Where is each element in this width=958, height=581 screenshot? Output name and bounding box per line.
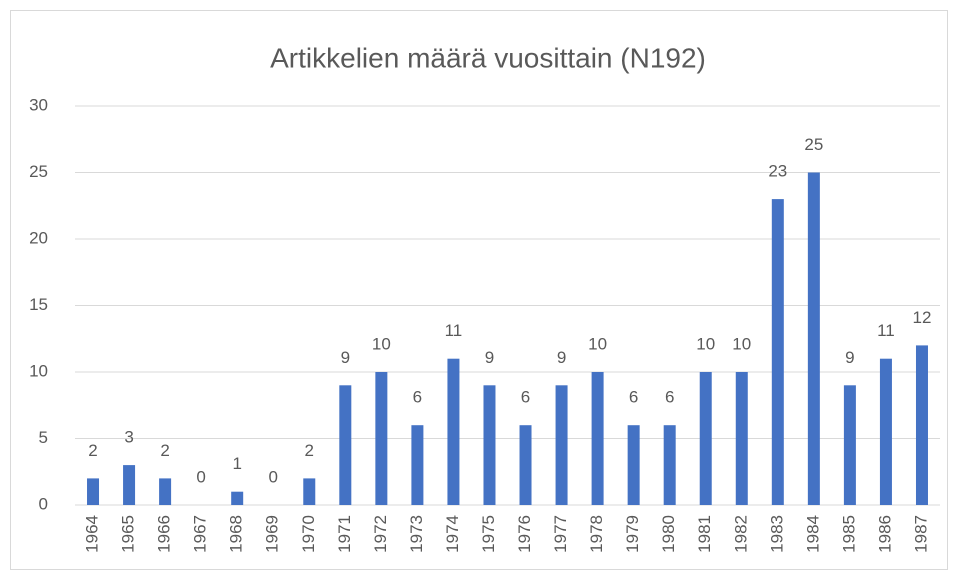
data-label: 12 — [913, 308, 932, 327]
x-tick-label: 1979 — [623, 515, 642, 553]
data-label: 6 — [521, 388, 530, 407]
x-tick-label: 1982 — [731, 515, 750, 553]
x-tick-label: 1965 — [119, 515, 138, 553]
data-label: 9 — [341, 348, 350, 367]
x-tick-label: 1986 — [875, 515, 894, 553]
x-tick-label: 1983 — [767, 515, 786, 553]
data-label: 2 — [160, 441, 169, 460]
x-tick-label: 1974 — [443, 515, 462, 553]
bar — [159, 478, 172, 505]
x-tick-label: 1967 — [191, 515, 210, 553]
data-label: 2 — [305, 441, 314, 460]
bar — [231, 491, 244, 505]
bar — [771, 199, 784, 505]
data-label: 3 — [124, 428, 133, 447]
x-tick-label: 1968 — [227, 515, 246, 553]
bar — [735, 372, 748, 505]
x-tick-label: 1980 — [659, 515, 678, 553]
x-tick-label: 1969 — [263, 515, 282, 553]
x-tick-label: 1964 — [83, 515, 102, 553]
x-tick-label: 1972 — [371, 515, 390, 553]
data-label: 10 — [696, 334, 715, 353]
data-label: 11 — [445, 321, 463, 340]
bar — [627, 425, 640, 505]
data-label: 0 — [196, 467, 205, 486]
data-label: 9 — [557, 348, 566, 367]
data-label: 6 — [629, 388, 638, 407]
bar — [375, 372, 388, 505]
data-label: 10 — [588, 334, 607, 353]
data-label: 10 — [732, 334, 751, 353]
data-label: 10 — [372, 334, 391, 353]
bar — [483, 385, 496, 505]
data-label: 9 — [845, 348, 854, 367]
y-tick-label: 15 — [29, 295, 48, 314]
y-tick-label: 20 — [29, 228, 48, 247]
x-tick-label: 1977 — [551, 515, 570, 553]
x-tick-label: 1973 — [407, 515, 426, 553]
bar — [411, 425, 424, 505]
bar — [915, 345, 928, 505]
data-label: 2 — [88, 441, 97, 460]
data-label: 11 — [877, 321, 895, 340]
data-label: 1 — [232, 454, 241, 473]
bar — [663, 425, 676, 505]
data-label: 6 — [413, 388, 422, 407]
y-tick-label: 25 — [29, 162, 48, 181]
x-tick-label: 1976 — [515, 515, 534, 553]
bar — [843, 385, 856, 505]
bar — [447, 358, 460, 505]
x-tick-label: 1978 — [587, 515, 606, 553]
bar — [879, 358, 892, 505]
bar — [807, 172, 820, 505]
bar — [699, 372, 712, 505]
y-tick-label: 30 — [29, 95, 48, 114]
x-tick-label: 1975 — [479, 515, 498, 553]
data-label: 25 — [804, 135, 823, 154]
data-label: 6 — [665, 388, 674, 407]
x-tick-label: 1971 — [335, 515, 354, 553]
bar — [87, 478, 100, 505]
data-label: 9 — [485, 348, 494, 367]
bar — [519, 425, 532, 505]
bar — [303, 478, 316, 505]
y-tick-label: 10 — [29, 361, 48, 380]
bar — [339, 385, 352, 505]
y-tick-label: 5 — [39, 428, 48, 447]
data-label: 23 — [768, 162, 787, 181]
bar — [123, 465, 136, 505]
chart-title: Artikkelien määrä vuosittain (N192) — [270, 42, 706, 73]
bar — [591, 372, 604, 505]
bar — [555, 385, 568, 505]
data-label: 0 — [268, 467, 277, 486]
x-tick-label: 1987 — [911, 515, 930, 553]
chart-border — [10, 10, 948, 570]
x-tick-label: 1966 — [155, 515, 174, 553]
y-tick-label: 0 — [39, 494, 48, 513]
x-tick-label: 1984 — [803, 515, 822, 553]
x-tick-label: 1970 — [299, 515, 318, 553]
x-tick-label: 1985 — [839, 515, 858, 553]
x-tick-label: 1981 — [695, 515, 714, 553]
